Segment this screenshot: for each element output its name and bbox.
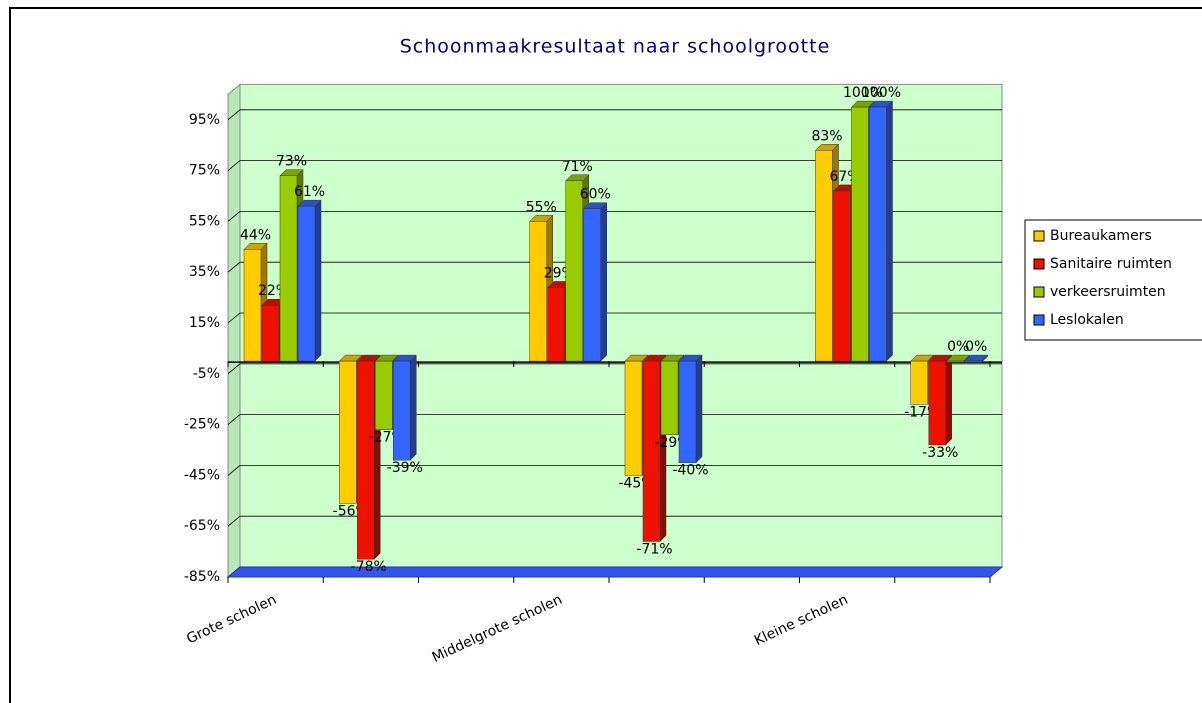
bar [624,360,643,476]
legend-swatch [1033,230,1045,242]
data-label: -39% [387,460,423,476]
grid-line [227,363,1002,375]
legend-swatch [1033,286,1045,298]
y-tick-label: 75% [189,163,220,179]
bar [375,360,393,430]
floor [226,566,1004,578]
bar [869,106,887,362]
data-label: 44% [240,227,271,243]
data-label: 100% [843,85,883,101]
bar-side [314,199,322,362]
bar [243,249,262,362]
grid-line [227,109,1002,121]
y-tick-label: 95% [189,112,220,128]
y-tick-label: 35% [189,264,220,280]
bar [297,205,316,362]
bar [928,360,946,446]
bar [964,360,982,363]
bar-side [410,354,417,461]
legend-label: Bureaukamers [1050,228,1152,244]
bar [339,360,357,504]
grid-line [227,464,1002,476]
y-tick-label: -85% [184,569,220,585]
legend-label: Leslokalen [1050,312,1124,328]
bar [279,175,298,362]
grid-line [227,210,1002,222]
bar [910,360,928,405]
data-label: -33% [922,445,958,461]
bar [393,360,411,461]
legend-label: verkeersruimten [1050,284,1166,300]
grid-line [227,312,1002,324]
y-tick-label: -65% [184,518,220,534]
legend-swatch [1033,258,1045,270]
bar-side [600,202,607,362]
y-tick-label: -45% [184,467,220,483]
y-tick-label: 55% [189,213,220,229]
data-label: 71% [562,159,593,175]
bar [357,360,375,560]
bar [815,150,833,362]
bar [678,360,697,463]
bar [583,208,601,362]
chart-title: Schoonmaakresultaat naar schoolgrootte [400,36,831,58]
data-label: 83% [811,128,842,144]
legend-box [1024,219,1202,341]
data-label: 73% [276,154,307,170]
y-tick-label: 15% [189,315,220,331]
bar-side [886,100,893,362]
grid-line [227,261,1002,273]
bar-side [945,354,952,446]
bar [565,180,583,362]
data-label: 61% [294,184,325,200]
bar [547,287,565,362]
bar [660,360,679,436]
data-label: 0% [947,339,969,355]
bar [946,360,964,363]
grid-line [227,414,1002,425]
data-label: 100% [861,85,901,101]
legend-swatch [1033,314,1045,326]
grid-line [227,515,1002,527]
bar-side [695,354,703,464]
bar [642,360,661,542]
grid-line [227,160,1002,171]
bar [529,221,547,362]
data-label: 55% [526,199,557,215]
data-label: -71% [636,541,672,557]
data-label: -40% [672,463,708,479]
data-label: 0% [965,339,987,355]
bar [833,190,851,362]
bar [851,106,869,362]
legend-label: Sanitaire ruimten [1050,256,1172,272]
data-label: 60% [580,187,611,203]
bar [261,304,280,362]
y-tick-label: -25% [184,417,220,433]
data-label: -78% [351,559,387,575]
y-tick-label: -5% [193,366,220,382]
side-wall [227,83,241,579]
